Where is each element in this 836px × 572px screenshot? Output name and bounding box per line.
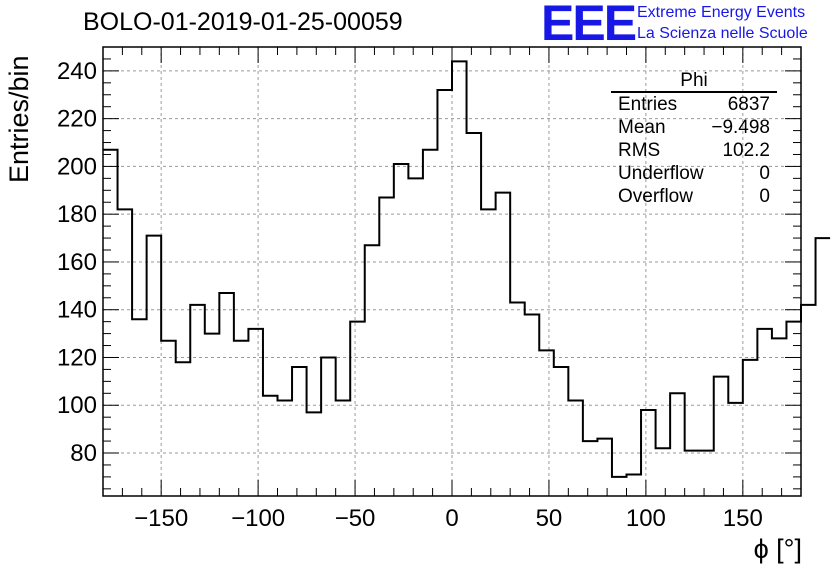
x-axis-label: ϕ [°] (753, 534, 802, 564)
histogram-bin (132, 319, 147, 496)
y-tick-label: 220 (57, 106, 97, 133)
stats-title: Phi (611, 70, 777, 93)
histogram-bin (568, 400, 583, 496)
histogram-bin (118, 209, 133, 496)
stats-box: Phi Entries 6837 Mean −9.498 RMS 102.2 U… (611, 70, 777, 208)
stats-label: Underflow (618, 163, 704, 184)
histogram-bin (350, 322, 365, 496)
histogram-bin (539, 350, 554, 496)
stats-label: Overflow (618, 186, 693, 207)
histogram-bin (176, 362, 191, 496)
histogram-bin (423, 150, 438, 496)
stats-value: 102.2 (722, 140, 770, 161)
histogram-bin (685, 451, 700, 496)
y-tick-label: 120 (57, 344, 97, 371)
histogram-bin (481, 209, 496, 496)
histogram-bin (219, 293, 234, 496)
histogram-bin (612, 477, 627, 496)
histogram-bin (307, 412, 322, 496)
histogram-bin (321, 357, 336, 496)
stats-value: −9.498 (711, 117, 770, 138)
histogram-bin (597, 439, 612, 496)
histogram-bin (263, 396, 278, 496)
histogram-bin (728, 403, 743, 496)
stats-row-rms: RMS 102.2 (611, 139, 777, 162)
histogram-bin (336, 400, 351, 496)
histogram-bin (278, 400, 293, 496)
histogram-bin (234, 341, 249, 496)
histogram-bin (292, 367, 307, 496)
x-tick-label: 50 (536, 505, 563, 532)
histogram-bin (772, 338, 787, 496)
stats-label: Mean (618, 117, 666, 138)
histogram-bin (408, 178, 423, 496)
histogram-bin (583, 441, 598, 496)
y-tick-label: 200 (57, 153, 97, 180)
y-tick-label: 140 (57, 297, 97, 324)
histogram-bin (627, 475, 642, 496)
stats-value: 0 (759, 186, 770, 207)
histogram-bin (816, 238, 831, 496)
y-tick-label: 100 (57, 392, 97, 419)
logo-line-2: La Scienza nelle Scuole (637, 25, 808, 42)
histogram-bin (190, 305, 205, 496)
histogram-bin (394, 164, 409, 496)
histogram-line (103, 60, 831, 478)
histogram-bin (452, 61, 467, 496)
histogram-bin (699, 451, 714, 496)
histogram-bin (496, 193, 511, 496)
stats-row-mean: Mean −9.498 (611, 116, 777, 139)
x-tick-label: −50 (335, 505, 376, 532)
histogram-bin (670, 393, 685, 496)
chart-title: BOLO-01-2019-01-25-00059 (83, 8, 403, 36)
eee-logo: EEE (541, 0, 637, 51)
logo-line-1: Extreme Energy Events (637, 4, 806, 21)
plot-frame (102, 46, 802, 497)
x-tick-label: −100 (231, 505, 285, 532)
y-tick-label: 240 (57, 58, 97, 85)
stats-label: RMS (618, 140, 661, 161)
histogram-bin (103, 150, 118, 496)
x-tick-label: −150 (134, 505, 188, 532)
histogram-bin (379, 197, 394, 496)
histogram-bin (714, 377, 729, 496)
stats-row-underflow: Underflow 0 (611, 162, 777, 185)
y-tick-label: 180 (57, 201, 97, 228)
histogram-bin (161, 341, 176, 496)
histogram-bin (757, 329, 772, 496)
histogram-bin (205, 334, 220, 496)
histogram-bin (365, 245, 380, 496)
stats-row-overflow: Overflow 0 (611, 185, 777, 208)
histogram-bin (437, 90, 452, 496)
histogram-bin (801, 305, 816, 496)
histogram-bin (510, 303, 525, 496)
y-axis-label: Entries/bin (4, 55, 34, 183)
histogram-bin (525, 314, 540, 496)
x-tick-label: 0 (445, 505, 458, 532)
stats-label: Entries (618, 94, 678, 115)
histogram-bin (467, 133, 482, 496)
stats-row-entries: Entries 6837 (611, 93, 777, 116)
x-tick-label: 150 (723, 505, 763, 532)
histogram-bin (786, 322, 801, 496)
histogram-bin (743, 360, 758, 496)
histogram-bin (554, 367, 569, 496)
stats-value: 0 (759, 163, 770, 184)
histogram-bin (641, 410, 656, 496)
x-tick-label: 100 (626, 505, 666, 532)
histogram-bin (656, 448, 671, 496)
histogram-bin (147, 236, 162, 496)
y-tick-label: 160 (57, 249, 97, 276)
stats-value: 6837 (727, 94, 770, 115)
histogram-bin (248, 329, 263, 496)
y-tick-label: 80 (70, 440, 97, 467)
